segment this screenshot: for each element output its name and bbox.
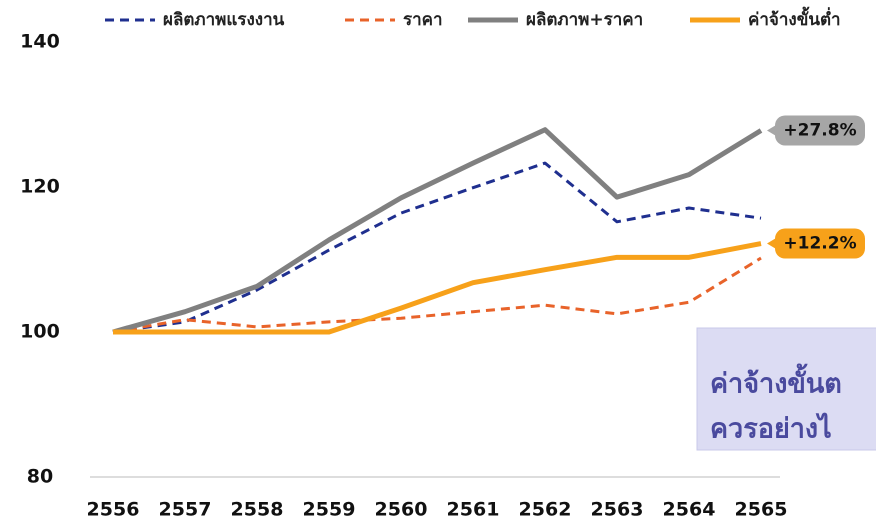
x-tick-label: 2560 — [375, 499, 428, 521]
callout-text: ควรอย่างไ — [710, 413, 832, 445]
annotation-pointer — [767, 124, 777, 137]
annotation-text: +12.2% — [783, 234, 856, 254]
annotation-box — [775, 115, 865, 146]
x-tick-label: 2563 — [591, 499, 644, 521]
callout-box — [696, 327, 876, 451]
series-line — [112, 127, 763, 335]
annotation-box — [775, 228, 865, 259]
series-line — [113, 241, 762, 335]
x-tick-label: 2558 — [231, 499, 284, 521]
legend-label: ค่าจ้างขั้นต่ำ — [748, 6, 841, 30]
x-tick-label: 2565 — [735, 499, 788, 521]
x-tick-label: 2564 — [663, 499, 716, 521]
x-tick-label: 2557 — [159, 499, 212, 521]
callout-text: ค่าจ้างขั้นต — [710, 363, 842, 400]
y-tick-label: 80 — [27, 466, 53, 488]
legend-label: ราคา — [403, 10, 443, 30]
x-tick-label: 2561 — [447, 499, 500, 521]
x-tick-label: 2562 — [519, 499, 572, 521]
legend-label: ผลิตภาพแรงงาน — [163, 10, 285, 30]
series-line — [112, 256, 762, 334]
x-tick-label: 2556 — [87, 499, 140, 521]
y-tick-label: 140 — [20, 31, 60, 53]
legend-label: ผลิตภาพ+ราคา — [526, 10, 643, 30]
series-line — [112, 161, 762, 334]
annotation-text: +27.8% — [783, 120, 856, 140]
annotation-pointer — [767, 237, 777, 250]
y-tick-label: 120 — [20, 176, 60, 198]
y-tick-label: 100 — [20, 321, 60, 343]
x-tick-label: 2559 — [303, 499, 356, 521]
